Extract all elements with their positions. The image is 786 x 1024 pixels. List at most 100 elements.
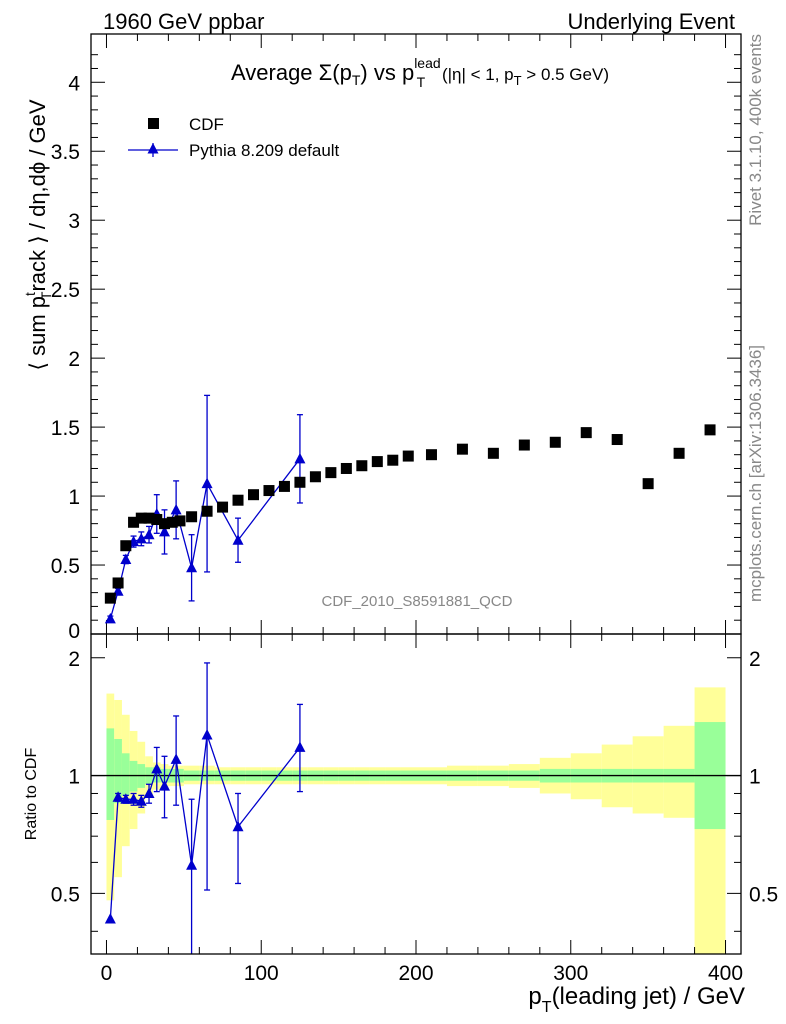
cdf-point bbox=[263, 485, 275, 497]
ratio-inner-band bbox=[121, 753, 130, 796]
cdf-point bbox=[166, 516, 178, 528]
y-tick-label: 0 bbox=[68, 620, 80, 643]
cdf-point bbox=[518, 439, 530, 451]
ratio-y-tick-label-left: 2 bbox=[68, 648, 80, 671]
ratio-point bbox=[294, 741, 306, 752]
ratio-y-tick-labels: 0.5 1 2 0.5 1 2 bbox=[51, 648, 778, 907]
ratio-data-layer bbox=[104, 662, 306, 954]
cdf-point bbox=[402, 450, 414, 462]
cdf-point bbox=[217, 501, 229, 513]
ratio-point bbox=[135, 795, 147, 806]
cdf-point bbox=[611, 434, 623, 446]
cdf-point bbox=[325, 467, 337, 479]
cdf-point bbox=[456, 443, 468, 455]
pythia-point bbox=[186, 561, 198, 573]
ratio-point bbox=[201, 728, 213, 740]
cdf-point bbox=[425, 449, 437, 461]
cdf-point bbox=[174, 515, 186, 527]
legend-pythia-marker bbox=[147, 143, 159, 154]
ratio-inner-band bbox=[106, 728, 115, 820]
pythia-point bbox=[120, 553, 132, 565]
ratio-frame bbox=[90, 633, 742, 955]
cdf-point bbox=[278, 480, 290, 492]
pythia-point bbox=[143, 528, 155, 540]
y-tick-label: 2.5 bbox=[51, 279, 80, 302]
cdf-point bbox=[673, 447, 685, 459]
ratio-point bbox=[186, 859, 198, 870]
pythia-point bbox=[159, 525, 171, 537]
pythia-point bbox=[135, 532, 147, 544]
ratio-point bbox=[112, 791, 124, 802]
y-tick-label: 2 bbox=[68, 348, 80, 371]
cdf-point bbox=[387, 454, 399, 466]
pythia-point bbox=[294, 452, 306, 464]
ratio-y-tick-label-left: 0.5 bbox=[51, 883, 80, 906]
x-tick-labels: 0 100 200 300 400 bbox=[101, 962, 743, 985]
ratio-y-tick-label-right: 2 bbox=[749, 648, 761, 671]
legend-cdf-marker bbox=[148, 118, 159, 129]
x-axis-label: pT(leading jet) / GeV bbox=[528, 983, 745, 1016]
cdf-point bbox=[704, 424, 716, 436]
cdf-point bbox=[159, 518, 171, 530]
ratio-point bbox=[159, 780, 171, 791]
cdf-point bbox=[356, 460, 368, 472]
cdf-point bbox=[120, 540, 132, 552]
x-tick-label: 0 bbox=[101, 962, 113, 985]
ratio-point bbox=[128, 793, 140, 804]
ratio-axis-ticks bbox=[91, 634, 741, 954]
ratio-y-tick-label-right: 0.5 bbox=[749, 883, 778, 906]
pythia-point bbox=[104, 612, 116, 624]
legend: CDF Pythia 8.209 default bbox=[128, 115, 340, 160]
analysis-watermark: CDF_2010_S8591881_QCD bbox=[322, 593, 513, 610]
y-tick-label: 4 bbox=[68, 72, 80, 95]
x-tick-label: 100 bbox=[244, 962, 279, 985]
cdf-point bbox=[151, 514, 163, 526]
cdf-point bbox=[487, 447, 499, 459]
cdf-point bbox=[201, 505, 213, 517]
cdf-point bbox=[128, 516, 140, 528]
y-tick-label: 0.5 bbox=[51, 555, 80, 578]
pythia-point bbox=[232, 534, 244, 545]
pythia-point bbox=[170, 503, 182, 515]
cdf-point bbox=[135, 512, 147, 524]
x-tick-label: 200 bbox=[398, 962, 433, 985]
cdf-point bbox=[340, 462, 352, 474]
ratio-y-tick-label-right: 1 bbox=[749, 766, 761, 789]
ratio-uncertainty-bands bbox=[106, 687, 726, 954]
ratio-inner-band bbox=[129, 760, 138, 792]
ratio-point bbox=[170, 753, 182, 764]
mcplots-label: mcplots.cern.ch [arXiv:1306.3436] bbox=[746, 345, 765, 602]
cdf-point bbox=[549, 436, 561, 448]
ratio-point bbox=[104, 913, 116, 924]
header-right: Underlying Event bbox=[567, 9, 735, 34]
ratio-inner-band bbox=[114, 739, 122, 804]
x-tick-label: 300 bbox=[553, 962, 588, 985]
x-tick-label: 400 bbox=[708, 962, 743, 985]
y-tick-label: 1.5 bbox=[51, 417, 80, 440]
cdf-point bbox=[112, 577, 124, 589]
cdf-point bbox=[371, 456, 383, 468]
legend-cdf-label: CDF bbox=[189, 115, 224, 134]
cdf-point bbox=[294, 476, 306, 488]
ratio-point bbox=[151, 762, 163, 774]
legend-pythia-label: Pythia 8.209 default bbox=[189, 141, 340, 160]
y-tick-label: 3.5 bbox=[51, 141, 80, 164]
ratio-point bbox=[143, 787, 155, 798]
y-tick-label: 3 bbox=[68, 210, 80, 233]
ratio-point bbox=[232, 820, 244, 832]
cdf-point bbox=[309, 471, 321, 483]
main-title: Average Σ(pT) vs plead T (|η| < 1, pT > 0… bbox=[231, 55, 609, 90]
y-tick-label: 1 bbox=[68, 486, 80, 509]
cdf-point bbox=[186, 511, 198, 523]
header-left: 1960 GeV ppbar bbox=[103, 9, 264, 34]
cdf-point bbox=[642, 478, 654, 490]
rivet-label: Rivet 3.1.10, 400k events bbox=[746, 34, 765, 226]
ratio-panel: 0.5 1 2 0.5 1 2 Ratio to CDF bbox=[23, 633, 778, 955]
main-panel: 0 0.5 1 1.5 2 2.5 3 3.5 4 Average Σ(pT) vs plead… bbox=[22, 33, 742, 643]
cdf-point bbox=[248, 489, 259, 501]
ratio-y-tick-label-left: 1 bbox=[68, 766, 80, 789]
main-axis-ticks bbox=[91, 34, 741, 635]
pythia-point bbox=[201, 477, 213, 489]
main-y-tick-labels: 0 0.5 1 1.5 2 2.5 3 3.5 4 bbox=[51, 72, 81, 643]
